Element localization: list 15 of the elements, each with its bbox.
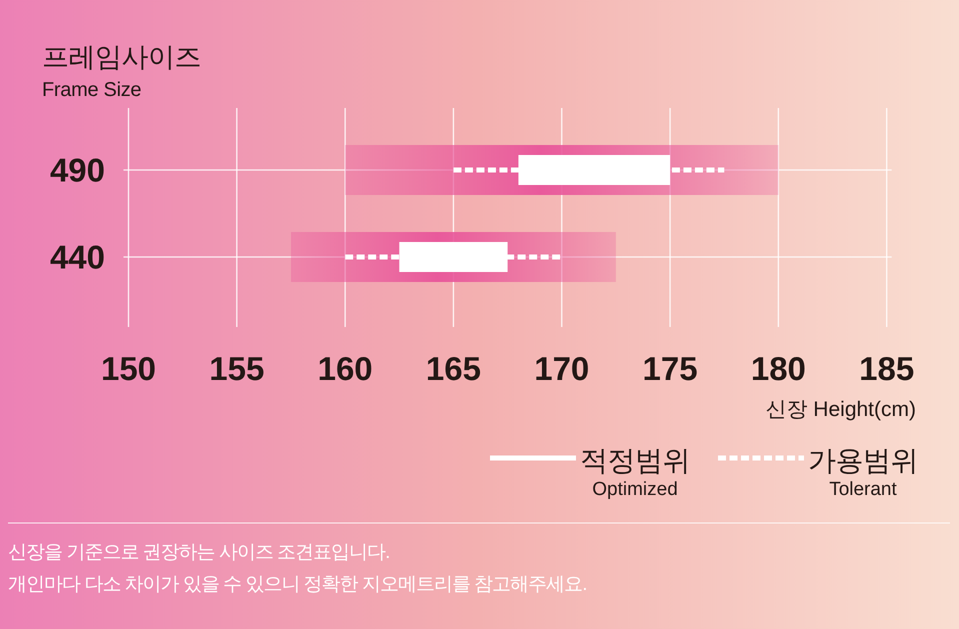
- x-tick-label: 150: [100, 350, 156, 387]
- legend-label: 적정범위 Optimized: [580, 445, 690, 500]
- x-tick-label: 170: [534, 350, 590, 387]
- x-tick-label: 180: [750, 350, 806, 387]
- y-axis-title: 프레임사이즈 Frame Size: [42, 42, 201, 101]
- x-tick-label: 160: [318, 350, 373, 387]
- x-tick-label: 155: [209, 350, 264, 387]
- notes: 신장을 기준으로 권장하는 사이즈 조견표입니다. 개인마다 다소 차이가 있을 수 있으니 정확한 지오메트리를 참고해주세요.: [8, 522, 950, 595]
- x-tick-label: 175: [642, 350, 698, 387]
- x-tick-label: 185: [859, 350, 914, 387]
- x-tick-label: 165: [426, 350, 481, 387]
- legend-label: 가용범위 Tolerant: [808, 445, 918, 500]
- x-axis-title: 신장 Height(cm): [765, 398, 916, 421]
- y-tick-label: 440: [50, 238, 105, 276]
- y-tick-label: 490: [50, 152, 105, 188]
